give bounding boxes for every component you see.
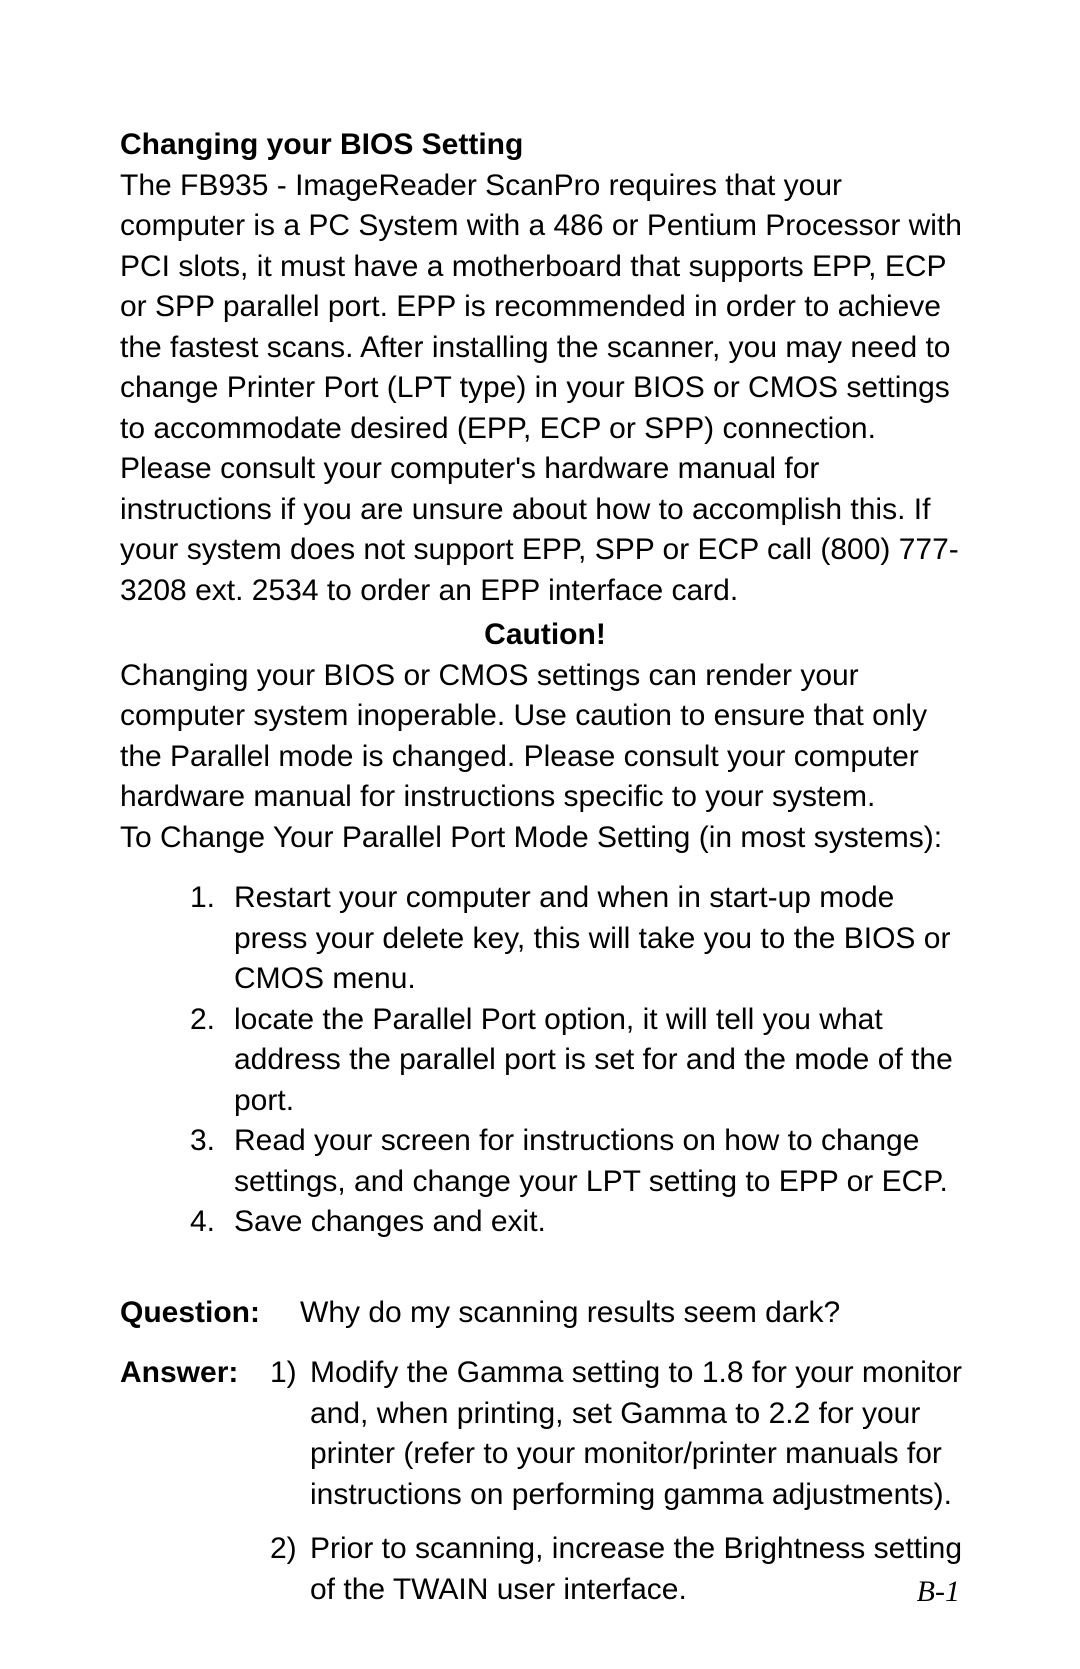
- answer-body: 1) Modify the Gamma setting to 1.8 for y…: [270, 1353, 970, 1624]
- list-item: 4. Save changes and exit.: [190, 1202, 970, 1243]
- answer-number: 2): [270, 1529, 310, 1610]
- list-number: 1.: [190, 878, 234, 1000]
- question-text: Why do my scanning results seem dark?: [300, 1293, 970, 1334]
- answer-row: Answer: 1) Modify the Gamma setting to 1…: [120, 1353, 970, 1624]
- caution-paragraph: Changing your BIOS or CMOS settings can …: [120, 656, 970, 818]
- list-text: Save changes and exit.: [234, 1202, 970, 1243]
- caution-heading: Caution!: [120, 615, 970, 656]
- list-text: locate the Parallel Port option, it will…: [234, 1000, 970, 1122]
- section-heading: Changing your BIOS Setting: [120, 125, 970, 166]
- list-number: 4.: [190, 1202, 234, 1243]
- answer-label: Answer:: [120, 1353, 270, 1624]
- list-number: 2.: [190, 1000, 234, 1122]
- list-item: 1. Restart your computer and when in sta…: [190, 878, 970, 1000]
- list-number: 3.: [190, 1121, 234, 1202]
- answer-number: 1): [270, 1353, 310, 1515]
- document-page: Changing your BIOS Setting The FB935 - I…: [0, 0, 1080, 1669]
- prechange-line: To Change Your Parallel Port Mode Settin…: [120, 818, 970, 859]
- answer-text: Prior to scanning, increase the Brightne…: [310, 1529, 970, 1610]
- answer-item: 1) Modify the Gamma setting to 1.8 for y…: [270, 1353, 970, 1515]
- answer-text: Modify the Gamma setting to 1.8 for your…: [310, 1353, 970, 1515]
- list-item: 2. locate the Parallel Port option, it w…: [190, 1000, 970, 1122]
- paragraph-bios: The FB935 - ImageReader ScanPro requires…: [120, 166, 970, 612]
- list-text: Restart your computer and when in start-…: [234, 878, 970, 1000]
- list-text: Read your screen for instructions on how…: [234, 1121, 970, 1202]
- answer-item: 2) Prior to scanning, increase the Brigh…: [270, 1529, 970, 1610]
- qa-section: Question: Why do my scanning results see…: [120, 1293, 970, 1625]
- page-number: B-1: [917, 1575, 960, 1609]
- list-item: 3. Read your screen for instructions on …: [190, 1121, 970, 1202]
- steps-list: 1. Restart your computer and when in sta…: [120, 878, 970, 1243]
- question-row: Question: Why do my scanning results see…: [120, 1293, 970, 1334]
- question-label: Question:: [120, 1293, 300, 1334]
